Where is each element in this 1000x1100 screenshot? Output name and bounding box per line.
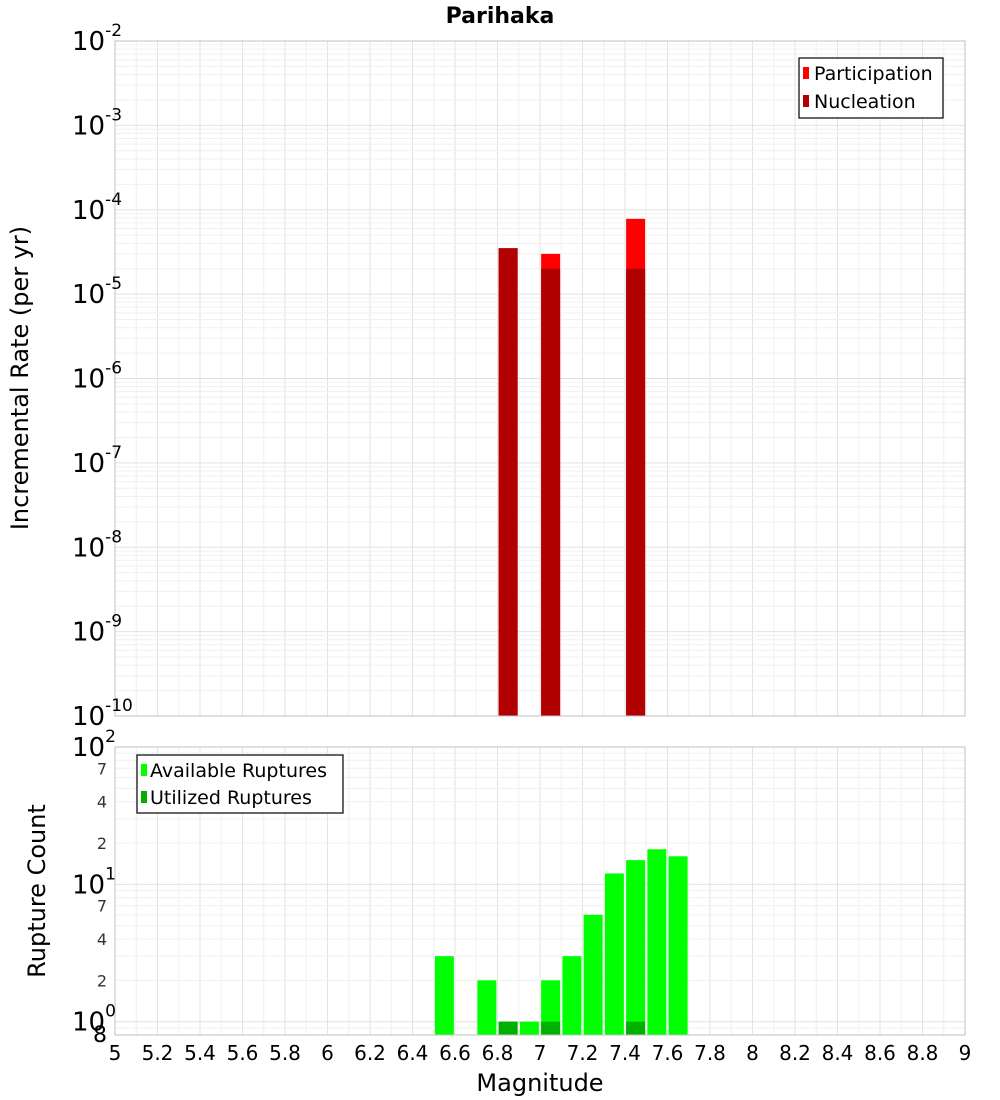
bottom-y-tick-label-minor: 2 bbox=[97, 971, 107, 990]
top-panel: 10-210-310-410-510-610-710-810-910-10 In… bbox=[6, 21, 966, 732]
bottom-y-axis-label: Rupture Count bbox=[23, 804, 51, 978]
available-ruptures-bar bbox=[562, 956, 582, 1035]
top-legend-box bbox=[798, 57, 944, 119]
legend-swatch-available bbox=[141, 764, 147, 776]
top-y-tick-label: 10-10 bbox=[72, 696, 133, 732]
available-ruptures-bar bbox=[626, 860, 646, 1035]
x-axis-label: Magnitude bbox=[476, 1069, 603, 1097]
x-tick-label: 8.2 bbox=[779, 1041, 811, 1065]
top-y-ticks: 10-210-310-410-510-610-710-810-910-10 bbox=[72, 21, 133, 732]
x-tick-label: 9 bbox=[959, 1041, 972, 1065]
bottom-y-tick-label-major: 101 bbox=[72, 864, 116, 900]
x-tick-label: 7.2 bbox=[567, 1041, 599, 1065]
top-y-axis-label: Incremental Rate (per yr) bbox=[6, 226, 34, 530]
top-plot-frame bbox=[114, 40, 966, 717]
available-ruptures-bar bbox=[519, 1021, 539, 1035]
legend-label-nucleation: Nucleation bbox=[814, 91, 916, 113]
top-bars bbox=[498, 218, 646, 717]
available-ruptures-bar bbox=[647, 849, 667, 1035]
x-tick-label: 6 bbox=[321, 1041, 334, 1065]
nucleation-bar bbox=[541, 268, 561, 716]
x-tick-label: 5 bbox=[109, 1041, 122, 1065]
top-y-tick-label: 10-9 bbox=[72, 612, 122, 648]
legend-label-participation: Participation bbox=[814, 63, 933, 85]
bottom-bars bbox=[434, 849, 688, 1035]
bottom-y-tick-label-major: 102 bbox=[72, 727, 116, 763]
bottom-grid bbox=[114, 746, 966, 1036]
top-legend: Participation Nucleation bbox=[798, 57, 944, 119]
x-tick-label: 5.6 bbox=[227, 1041, 259, 1065]
utilized-ruptures-bar bbox=[541, 1021, 561, 1035]
x-tick-label: 6.2 bbox=[354, 1041, 386, 1065]
available-ruptures-bar bbox=[541, 980, 561, 1035]
legend-label-utilized: Utilized Ruptures bbox=[150, 787, 312, 809]
x-tick-label: 7 bbox=[534, 1041, 547, 1065]
available-ruptures-bar bbox=[434, 956, 454, 1035]
bottom-y-tick-label-minor: 8 bbox=[93, 1023, 107, 1048]
top-y-tick-label: 10-2 bbox=[72, 21, 122, 57]
x-tick-label: 6.4 bbox=[397, 1041, 429, 1065]
legend-swatch-nucleation bbox=[803, 95, 809, 107]
bottom-plot-frame bbox=[114, 746, 966, 1036]
available-ruptures-bar bbox=[477, 980, 497, 1035]
available-ruptures-bar bbox=[604, 873, 624, 1035]
bottom-y-tick-label-minor: 2 bbox=[97, 834, 107, 853]
utilized-ruptures-bar bbox=[626, 1021, 646, 1035]
x-tick-label: 8.8 bbox=[907, 1041, 939, 1065]
bottom-y-tick-label-minor: 7 bbox=[97, 897, 107, 916]
x-tick-label: 8.4 bbox=[822, 1041, 854, 1065]
bottom-y-tick-label-minor: 7 bbox=[97, 759, 107, 778]
x-tick-label: 8.6 bbox=[864, 1041, 896, 1065]
legend-label-available: Available Ruptures bbox=[150, 760, 327, 782]
x-tick-label: 5.4 bbox=[184, 1041, 216, 1065]
x-tick-label: 7.6 bbox=[652, 1041, 684, 1065]
x-tick-label: 6.8 bbox=[482, 1041, 514, 1065]
utilized-ruptures-bar bbox=[498, 1021, 518, 1035]
nucleation-bar bbox=[626, 268, 646, 716]
bottom-legend: Available Ruptures Utilized Ruptures bbox=[136, 754, 344, 814]
x-tick-label: 7.4 bbox=[609, 1041, 641, 1065]
top-y-tick-label: 10-7 bbox=[72, 443, 122, 479]
nucleation-bar bbox=[498, 248, 518, 717]
x-tick-label: 5.2 bbox=[142, 1041, 174, 1065]
x-tick-label: 7.8 bbox=[694, 1041, 726, 1065]
legend-swatch-participation bbox=[803, 67, 809, 79]
bottom-y-tick-label-minor: 4 bbox=[97, 793, 107, 812]
x-axis-ticks: 5 5.2 5.4 5.6 5.8 6 6.2 6.4 6.6 6.8 7 7.2 7.4 7.6 7.8 8… bbox=[109, 1041, 972, 1065]
top-y-tick-label: 10-8 bbox=[72, 527, 122, 563]
x-tick-label: 6.6 bbox=[439, 1041, 471, 1065]
available-ruptures-bar bbox=[583, 914, 603, 1035]
bottom-legend-box bbox=[136, 754, 344, 814]
x-tick-label: 5.8 bbox=[269, 1041, 301, 1065]
top-grid bbox=[114, 41, 966, 717]
x-tick-label: 8 bbox=[746, 1041, 759, 1065]
available-ruptures-bar bbox=[668, 856, 688, 1035]
bottom-y-tick-label-minor: 4 bbox=[97, 930, 107, 949]
legend-swatch-utilized bbox=[141, 791, 147, 803]
chart-title: Parihaka bbox=[446, 4, 555, 29]
